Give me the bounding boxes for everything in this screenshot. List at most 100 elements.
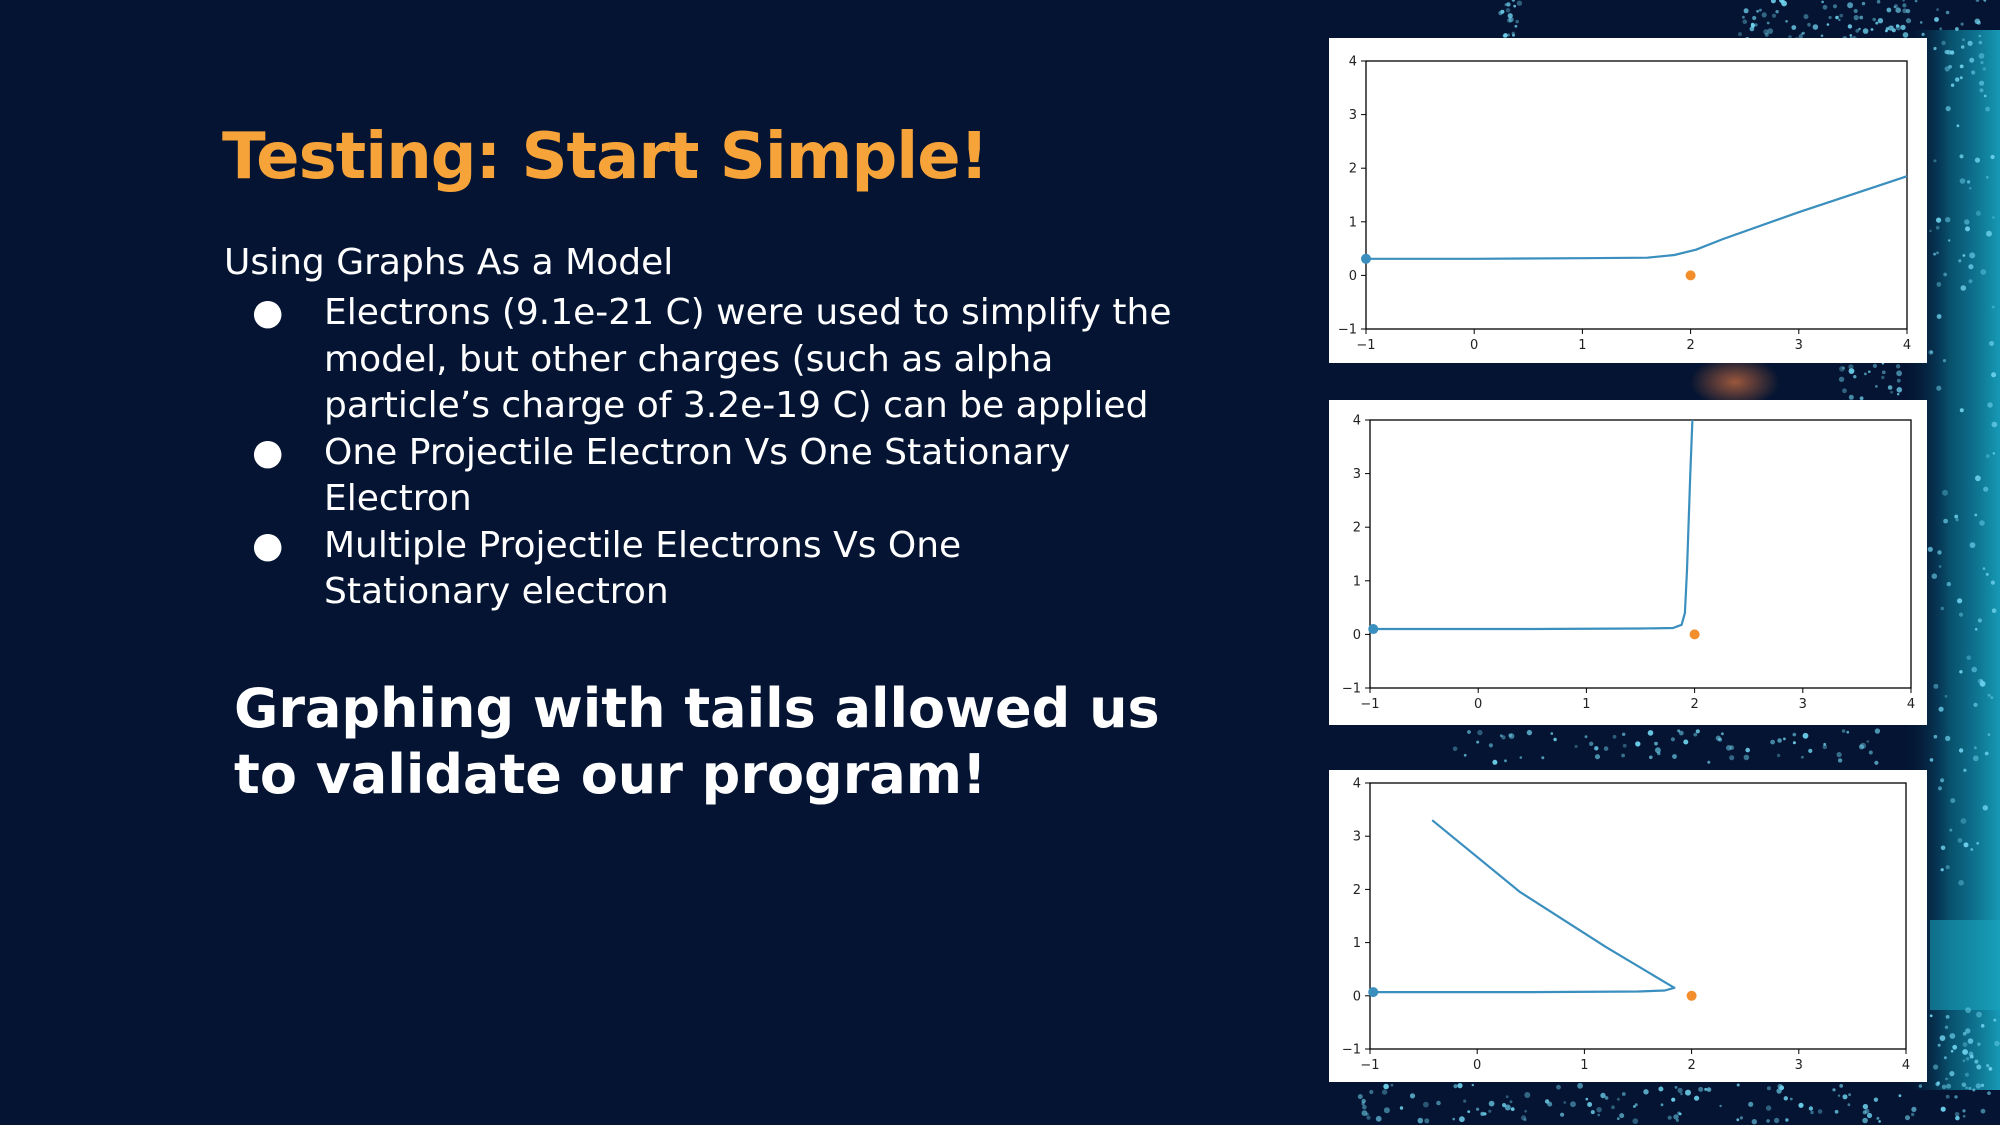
decor-dot [1764, 32, 1769, 37]
decor-dot [1972, 1088, 1976, 1092]
decor-dot [1891, 28, 1896, 33]
y-tick-label: 1 [1353, 574, 1361, 589]
y-tick-label: 3 [1349, 108, 1357, 123]
decor-dot [1361, 1098, 1366, 1104]
decor-dot [1524, 1092, 1531, 1098]
decor-dot [1492, 759, 1498, 765]
y-tick-label: 2 [1349, 162, 1357, 177]
decor-dot [1375, 1115, 1382, 1122]
decor-dot [1989, 341, 1995, 346]
decor-dot [1976, 1011, 1982, 1018]
decor-dot [1514, 24, 1518, 28]
decor-dot [1905, 8, 1911, 14]
decor-dot [1936, 314, 1942, 319]
decor-dot [1958, 259, 1962, 263]
decor-dot [1969, 57, 1975, 63]
decor-dot [1828, 15, 1832, 20]
decor-dot [1957, 838, 1963, 843]
decor-dot [1563, 1101, 1567, 1104]
decor-dot [1933, 159, 1937, 163]
decor-dot [1832, 1088, 1836, 1092]
decor-dot [1937, 1043, 1941, 1047]
decor-dot [1987, 1091, 1991, 1095]
decor-dot [1507, 13, 1513, 19]
decor-dot [1453, 1084, 1458, 1089]
decor-dot [1817, 1109, 1823, 1114]
decor-dot [1868, 750, 1873, 755]
decor-dot [1929, 350, 1933, 354]
decor-dot [1752, 15, 1757, 21]
decor-dot [1896, 378, 1901, 383]
decor-dot [1835, 15, 1839, 20]
decor-dot [1770, 0, 1776, 4]
decor-dot [1983, 94, 1987, 98]
decor-dot [1770, 739, 1775, 745]
decor-dot [1801, 755, 1804, 759]
decor-dot [1965, 1057, 1970, 1061]
decor-dot [1772, 13, 1776, 18]
decor-dot [1596, 1107, 1602, 1113]
decor-dot [1739, 1116, 1743, 1120]
decor-dot [1798, 1102, 1804, 1108]
decor-dot [1931, 573, 1938, 579]
decor-dot [1821, 0, 1824, 4]
decor-dot [1677, 1111, 1681, 1115]
decor-dot [1729, 755, 1735, 761]
decor-dot [1983, 0, 1987, 2]
decor-dot [1940, 868, 1944, 872]
decor-dot [1516, 0, 1523, 6]
decor-dot [1508, 733, 1515, 739]
decor-dot [1938, 786, 1942, 791]
decor-dot [1383, 1107, 1390, 1114]
decor-dot [1893, 5, 1897, 9]
decor-dot [1488, 743, 1493, 748]
x-tick-label: 3 [1795, 1058, 1803, 1073]
decor-dot [1622, 743, 1627, 748]
decor-dot [1436, 1100, 1441, 1106]
decor-dot [1477, 729, 1483, 736]
decor-dot [1501, 735, 1506, 740]
decor-dot [1980, 1108, 1986, 1114]
decor-dot [1822, 4, 1828, 10]
bullet-line: particle’s charge of 3.2e-19 C) can be a… [324, 385, 1149, 426]
decor-dot [1960, 285, 1967, 291]
decor-dot [1985, 175, 1989, 179]
decor-dot [1994, 1040, 2000, 1047]
decor-dot [1949, 828, 1953, 832]
decor-dot [1962, 38, 1965, 42]
decor-dot [1670, 737, 1675, 742]
decor-dot [1961, 1082, 1967, 1088]
decor-dot [1381, 1089, 1388, 1095]
decor-dot [1463, 753, 1467, 757]
decor-dot [1761, 12, 1767, 18]
decor-dot [1960, 22, 1964, 26]
decor-dot [1987, 693, 1991, 697]
x-tick-label: 1 [1580, 1058, 1588, 1073]
decor-dot [1968, 1051, 1974, 1057]
decor-dot [1763, 29, 1769, 35]
decor-dot [1919, 21, 1923, 24]
decor-dot [1986, 230, 1992, 237]
decor-dot [1361, 1110, 1368, 1116]
decor-dot [1616, 1117, 1620, 1120]
decor-dot [1488, 1100, 1495, 1107]
decor-dot [1589, 741, 1594, 746]
decor-dot [1798, 34, 1803, 39]
decor-dot [1452, 1117, 1455, 1121]
decor-dot [1849, 34, 1853, 37]
decor-dot [1978, 40, 1983, 45]
trajectory-chart-3: −1 0 1 2 3 4 −1 0 1 2 3 4 [1342, 777, 1910, 1074]
decor-dot [1929, 229, 1932, 233]
decor-dot [1841, 729, 1846, 733]
trajectory-chart-1: −1 0 1 2 3 4 −1 0 1 2 3 4 [1338, 55, 1911, 354]
decor-dot [1509, 1100, 1513, 1104]
decor-dot [1948, 64, 1952, 69]
decor-dot [1987, 402, 1993, 408]
decor-dot [1560, 1112, 1565, 1117]
decor-dot [1992, 452, 1996, 455]
decor-dot [1621, 1092, 1626, 1096]
decor-dot [1952, 1044, 1958, 1050]
y-tick-label: 2 [1353, 883, 1361, 898]
decor-dot [1504, 1104, 1511, 1111]
decor-dot [1683, 739, 1689, 745]
